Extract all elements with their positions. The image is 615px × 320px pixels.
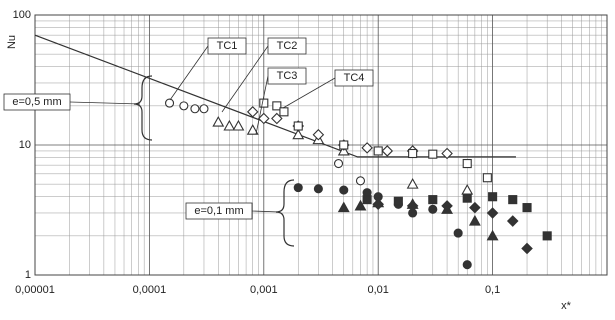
data-point (354, 199, 367, 211)
annotation: TC1 (217, 40, 238, 52)
annotation: TC3 (277, 70, 298, 82)
data-point (223, 119, 236, 131)
annotation-box (334, 69, 374, 87)
data-point (428, 149, 438, 159)
data-point (212, 115, 225, 127)
data-point (461, 183, 474, 195)
leader-line (69, 101, 141, 105)
data-point (355, 176, 366, 186)
data-point (372, 198, 384, 211)
annotation-box (267, 37, 307, 55)
data-point (312, 128, 325, 141)
annotation-box (267, 67, 307, 85)
data-point (468, 214, 481, 226)
data-point (272, 101, 282, 111)
correlation-line (34, 34, 516, 158)
data-point (313, 184, 323, 194)
x-tick-label: 0,00001 (15, 284, 55, 296)
data-point (406, 178, 419, 189)
annotation: e=0,1 mm (194, 205, 243, 217)
data-point (362, 195, 372, 205)
data-point (469, 201, 481, 214)
data-point (486, 229, 499, 241)
data-point (190, 104, 200, 114)
data-point (462, 193, 472, 203)
data-point (542, 231, 552, 241)
data-point (361, 142, 373, 154)
y-tick-label: 100 (13, 9, 31, 21)
data-point (522, 203, 532, 213)
data-point (179, 101, 189, 111)
annotation-box (3, 93, 71, 111)
data-point (232, 119, 245, 131)
data-point (258, 112, 270, 125)
data-point (279, 107, 289, 117)
data-point (408, 148, 418, 159)
data-point (488, 192, 498, 202)
data-point (393, 196, 403, 206)
data-point (339, 185, 349, 195)
data-point (462, 260, 472, 270)
data-point (339, 140, 349, 150)
data-point (453, 228, 463, 238)
data-point (199, 104, 209, 114)
brace (133, 75, 153, 141)
x-tick-label: 0,0001 (133, 284, 167, 296)
data-point (292, 128, 305, 140)
annotation: e=0,5 mm (12, 96, 61, 108)
annotation-box (185, 202, 253, 220)
data-point (373, 146, 383, 156)
data-point (506, 215, 519, 227)
data-point (246, 106, 259, 118)
data-point (337, 201, 350, 213)
data-point (164, 98, 175, 108)
data-point (428, 195, 438, 205)
data-point (259, 98, 269, 108)
annotation: TC2 (277, 40, 298, 52)
data-point (381, 145, 394, 157)
y-axis-label: Nu (6, 35, 18, 49)
data-point (333, 158, 344, 169)
data-point (428, 204, 438, 214)
x-tick-label: 0,01 (367, 284, 388, 296)
data-point (441, 200, 453, 212)
data-point (271, 112, 283, 125)
leader-line (282, 77, 336, 109)
data-point (508, 195, 518, 205)
plot-frame (34, 14, 608, 276)
data-point (521, 242, 533, 255)
annotation: TC4 (344, 72, 365, 84)
annotation-box (207, 37, 247, 55)
x-tick-label: 0,001 (250, 284, 278, 296)
data-point (462, 158, 472, 169)
leader-line (255, 75, 269, 135)
y-tick-label: 1 (25, 269, 31, 281)
data-point (486, 207, 499, 219)
x-tick-label: 0,1 (485, 284, 500, 296)
y-tick-label: 10 (19, 139, 31, 151)
leader-line (251, 210, 281, 213)
leader-line (169, 45, 209, 101)
data-point (406, 200, 419, 212)
leader-line (221, 45, 269, 113)
data-point (482, 173, 492, 183)
data-point (293, 121, 303, 131)
data-point (441, 147, 453, 160)
data-point (246, 124, 259, 135)
brace (275, 179, 295, 247)
x-axis-label: x* (561, 300, 572, 312)
data-point (293, 183, 303, 193)
